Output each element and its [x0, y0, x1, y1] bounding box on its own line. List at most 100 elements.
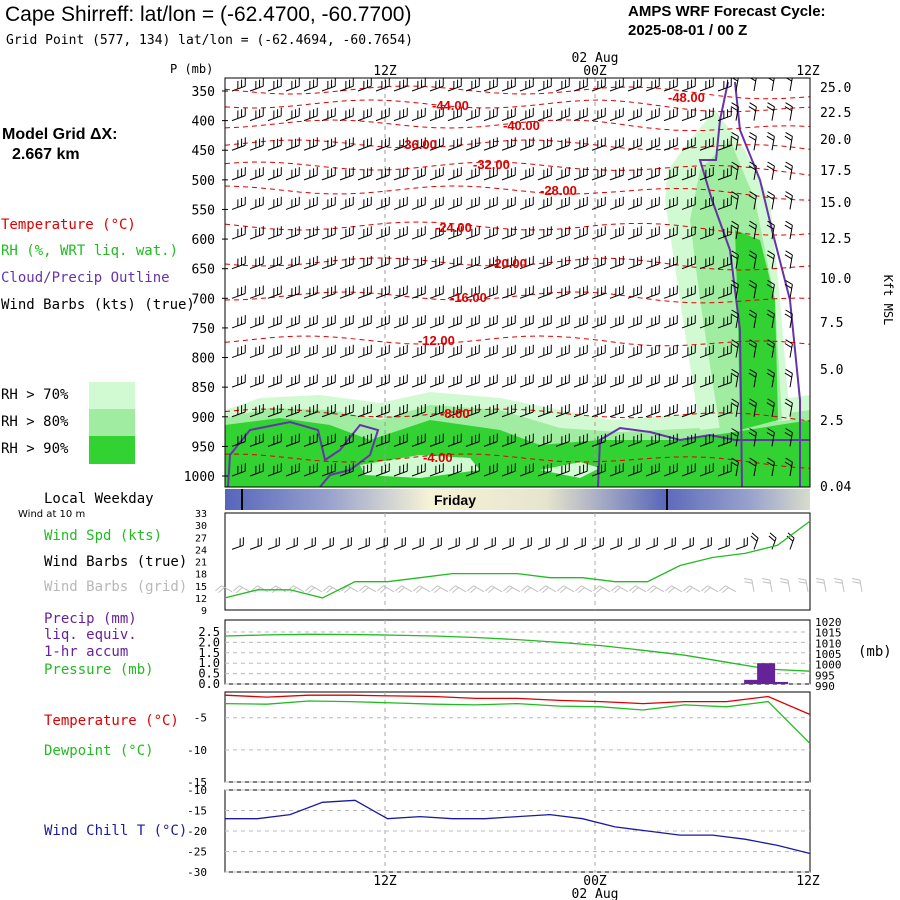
pressure-tick-label: 1000 — [184, 470, 215, 485]
wind-barb — [339, 285, 354, 299]
wind-barb — [555, 403, 570, 418]
wind-barb-10m — [285, 537, 298, 550]
wind-barb — [717, 78, 732, 92]
wind-barb — [645, 255, 660, 270]
wind-barb — [465, 226, 480, 240]
wind-barb-grid — [413, 585, 431, 593]
wind-barb-10m — [537, 537, 550, 550]
wind-barb — [748, 250, 757, 269]
wind-barb — [429, 315, 444, 329]
wind-barb — [393, 167, 408, 181]
wind-barb — [784, 309, 793, 329]
wind-barb — [766, 279, 775, 299]
main-axis: 350 400 450 500 550 600 650 700 750 800 850 900 950 1… — [184, 81, 852, 495]
wind-barb — [537, 315, 552, 329]
wind-barb — [429, 196, 444, 210]
wind-barb — [519, 344, 534, 359]
wind-barb-grid — [575, 585, 593, 593]
wind-barb-grid — [539, 585, 557, 593]
label-weekday: Local Weekday — [44, 491, 154, 507]
wind-barb — [501, 255, 516, 270]
wind-barb — [699, 433, 714, 447]
wind-barb — [231, 463, 246, 477]
wind-barb — [681, 315, 696, 329]
temperature-contour-label: -8.00 — [440, 406, 470, 421]
wind-barb — [645, 315, 660, 329]
pressure-tick-label: 750 — [192, 322, 215, 337]
wind-barb — [249, 137, 264, 151]
wind-barb — [357, 107, 372, 122]
wind-barb — [393, 285, 408, 299]
weekday-label: Friday — [434, 492, 476, 508]
wind-barb — [303, 167, 318, 181]
temperature-isotherm — [225, 408, 810, 422]
wind-barb-10m — [519, 537, 532, 550]
wind-barb-grid — [683, 585, 701, 593]
temperature-isotherm — [225, 221, 810, 236]
wind-barb — [645, 196, 660, 210]
wind-barb — [375, 137, 390, 151]
wind-barb — [231, 137, 246, 151]
wind-barb — [339, 167, 354, 181]
wind-barb — [609, 403, 624, 418]
wind-barb — [591, 78, 606, 92]
wind-barb — [591, 433, 606, 447]
wind-barb — [249, 374, 264, 388]
height-tick-label: 12.5 — [820, 232, 851, 247]
wind-barb — [555, 137, 570, 151]
wind-barb — [393, 315, 408, 329]
wind-barb — [591, 285, 606, 299]
rh90-swatch — [89, 436, 135, 464]
wind-barb — [591, 196, 606, 210]
wind-barb — [699, 107, 714, 122]
wind-barb — [748, 191, 757, 210]
wind-barb — [285, 285, 300, 299]
temp-tick-label: -15 — [187, 776, 207, 789]
wind-barb — [609, 344, 624, 359]
cloud-outline-path — [734, 81, 801, 487]
wind-barb — [483, 463, 498, 477]
wind-barb — [267, 255, 282, 270]
wind-barb — [573, 137, 588, 151]
label-liq: liq. equiv. — [44, 627, 137, 643]
wind-barb — [321, 403, 336, 418]
wind-barb-grid — [467, 585, 485, 593]
wind-barb — [784, 102, 793, 121]
wind-barb — [627, 344, 642, 359]
wind-barb-10m — [663, 537, 676, 550]
main-panel-frame — [224, 77, 811, 488]
wind-barb — [717, 374, 732, 388]
wind-barb — [303, 374, 318, 388]
wind-barb — [321, 137, 336, 151]
temperature-isotherm — [225, 161, 810, 176]
wind-barb-grid — [485, 585, 503, 593]
wind-barb-grid — [233, 585, 251, 593]
wind-barb — [730, 250, 739, 269]
label-wind10: Wind at 10 m — [18, 509, 86, 520]
wind-barb — [784, 279, 793, 299]
wind-barb — [285, 374, 300, 388]
wind-barb — [429, 167, 444, 181]
wind-barb — [748, 220, 757, 240]
label-pressure: Pressure (mb) — [44, 662, 154, 678]
height-tick-label: 2.5 — [820, 414, 843, 429]
wind-barb — [339, 374, 354, 388]
wind-barb — [465, 285, 480, 299]
wind-barb — [663, 226, 678, 240]
wind-barb — [267, 374, 282, 388]
wind-barb — [699, 285, 714, 299]
wind-barb — [766, 131, 775, 151]
wind-barb — [321, 107, 336, 122]
wind-barb — [231, 78, 246, 92]
wind-barb — [465, 78, 480, 92]
rh70-swatch — [89, 382, 135, 409]
wind-barb — [717, 463, 732, 477]
chart-title: Cape Shirreff: lat/lon = (-62.4700, -60.… — [5, 3, 412, 26]
wind-barb — [663, 344, 678, 359]
wind-barb — [573, 344, 588, 359]
precip-bar — [757, 663, 776, 684]
wind-barb — [303, 255, 318, 270]
wind-barb — [249, 403, 264, 418]
wind-barb — [748, 398, 757, 417]
wind-barb-grid — [762, 578, 773, 592]
